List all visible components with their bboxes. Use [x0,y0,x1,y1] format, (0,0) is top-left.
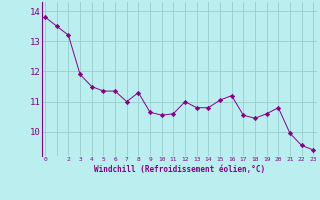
X-axis label: Windchill (Refroidissement éolien,°C): Windchill (Refroidissement éolien,°C) [94,165,265,174]
